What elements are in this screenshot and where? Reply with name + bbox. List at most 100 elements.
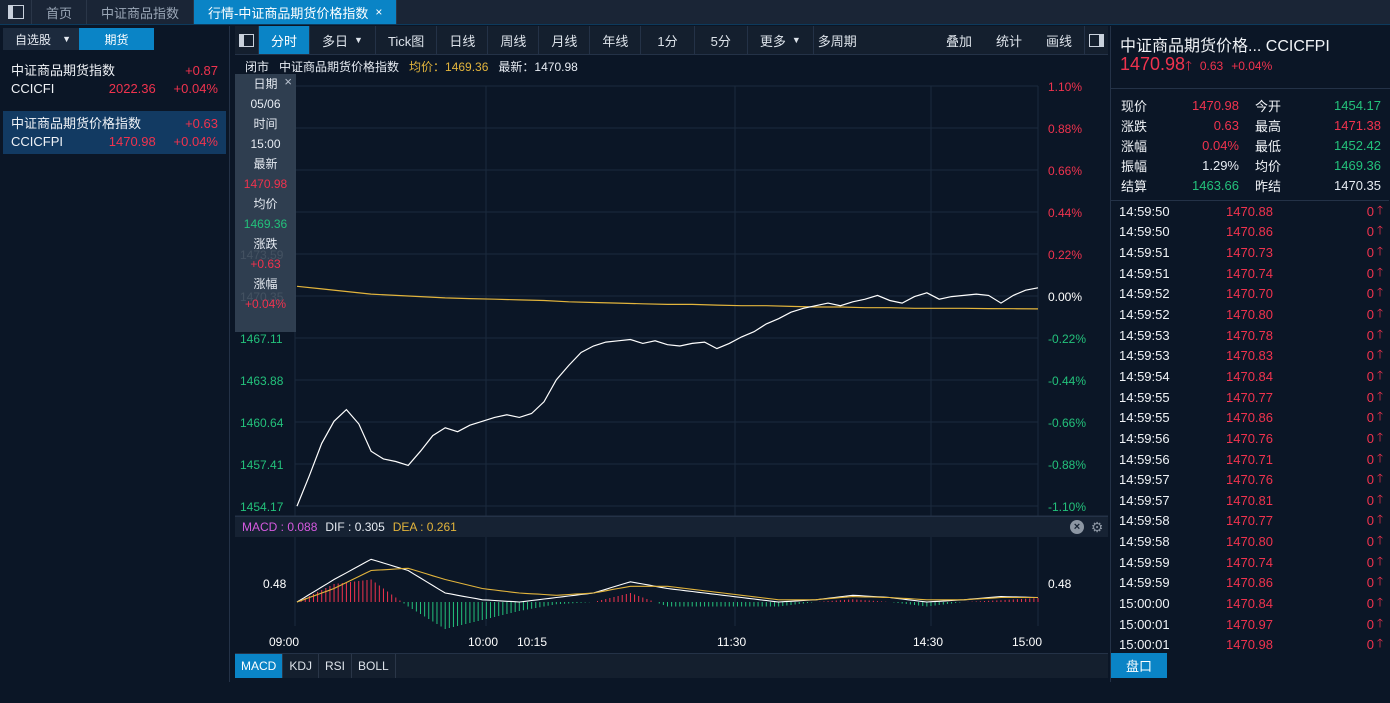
list-item-selected[interactable]: 中证商品期货价格指数 +0.63 CCICFPI 1470.98 +0.04% [3, 111, 226, 154]
y-axis-tick-right: 0.66% [1048, 164, 1082, 178]
tick-row: 14:59:55 1470.86 0 🡑 [1111, 407, 1389, 428]
x-axis-tick: 09:00 [269, 635, 299, 649]
tab-active-quote[interactable]: 行情-中证商品期货价格指数 × [194, 0, 398, 24]
draw-line-button[interactable]: 画线 [1045, 33, 1072, 49]
stat-row: 涨跌 0.63 最高 1471.38 [1111, 115, 1390, 135]
macd-controls: × ⚙ [1070, 518, 1104, 535]
tick-row: 14:59:57 1470.81 0 🡑 [1111, 490, 1389, 511]
tick-time: 14:59:51 [1119, 245, 1170, 261]
tick-volume: 0 [1366, 492, 1374, 508]
item-pct: +0.04% [173, 81, 218, 96]
arrow-up-icon: 🡑 [1376, 471, 1384, 486]
tick-time: 14:59:52 [1119, 307, 1170, 323]
item-price: 2022.36 [108, 81, 156, 96]
order-book-button[interactable]: 盘口 [1111, 653, 1167, 678]
y-axis-tick-right: 1.10% [1048, 80, 1082, 94]
avg-price-line [296, 285, 1039, 310]
tab-yearly[interactable]: 年线 [590, 26, 642, 54]
tab-multi-day[interactable]: 多日 ▼ [310, 26, 376, 54]
tab-intraday[interactable]: 分时 [259, 26, 311, 54]
gear-icon[interactable]: ⚙ [1090, 518, 1104, 535]
close-icon[interactable]: × [284, 74, 292, 89]
arrow-up-icon: 🡑 [1376, 595, 1384, 609]
x-axis-tick: 10:00 [468, 635, 498, 649]
tab-kdj[interactable]: KDJ [283, 654, 320, 678]
watchlist-dropdown[interactable]: 自选股 ▼ [3, 28, 79, 50]
tick-price: 1470.98 [1226, 637, 1273, 653]
stat-value: 1.29% [1202, 157, 1239, 173]
tooltip-date: 05/06 [250, 97, 281, 111]
watchlist-label: 自选股 [15, 32, 52, 47]
tick-volume: 0 [1366, 513, 1374, 529]
y-axis-tick-left: 1460.64 [240, 416, 284, 430]
arrow-up-icon: 🡑 [1376, 388, 1384, 403]
tick-time: 14:59:51 [1119, 265, 1170, 281]
y-axis-tick-right: -0.22% [1048, 332, 1086, 346]
item-code: CCICFPI [11, 134, 63, 149]
tick-time: 14:59:50 [1119, 203, 1170, 219]
tab-multi-period[interactable]: 多周期 [817, 33, 857, 49]
close-icon[interactable]: × [1070, 520, 1084, 534]
quote-price: 1470.98🡑 [1120, 54, 1192, 79]
tick-row: 15:00:01 1470.97 0 🡑 [1111, 614, 1389, 635]
macd-header: MACD : 0.088 DIF : 0.305 DEA : 0.261 × ⚙ [235, 516, 1108, 537]
tab-active-label: 行情-中证商品期货价格指数 [208, 5, 369, 21]
tooltip-chg: +0.63 [250, 257, 281, 271]
item-name: 中证商品期货价格指数 [11, 116, 142, 131]
tab-monthly[interactable]: 月线 [539, 26, 591, 54]
stat-label: 昨结 [1255, 178, 1282, 194]
item-price: 1470.98 [108, 134, 156, 149]
arrow-up-icon: 🡑 [1376, 347, 1384, 362]
tab-weekly[interactable]: 周线 [488, 26, 540, 54]
macd-value: MACD : 0.088 [242, 520, 318, 534]
quote-price-value: 1470.98 [1120, 54, 1186, 74]
tab-1min[interactable]: 1分 [641, 26, 695, 54]
tick-volume: 0 [1366, 307, 1374, 323]
overlay-button[interactable]: 叠加 [945, 33, 972, 49]
tab-macd[interactable]: MACD [235, 654, 284, 678]
tab-commodity-index[interactable]: 中证商品指数 [87, 0, 195, 24]
layout-toggle-button[interactable] [0, 0, 32, 24]
list-item[interactable]: 中证商品期货指数 +0.87 CCICFI 2022.36 +0.04% [3, 58, 226, 101]
tick-price: 1470.74 [1226, 554, 1273, 570]
tick-list[interactable]: 14:59:50 1470.88 0 🡑 14:59:50 1470.86 0 🡑 14:59:… [1111, 200, 1389, 655]
quote-panel-toggle[interactable] [1084, 26, 1108, 54]
arrow-up-icon: 🡑 [1376, 326, 1384, 341]
y-axis-tick-right: 0.88% [1048, 122, 1082, 136]
tab-more[interactable]: 更多 ▼ [748, 26, 814, 54]
caret-down-icon: ▼ [354, 35, 363, 45]
y-axis-tick-right: 0.44% [1048, 206, 1082, 220]
tick-volume: 0 [1366, 430, 1374, 446]
tick-volume: 0 [1366, 595, 1374, 611]
stats-button[interactable]: 统计 [995, 33, 1022, 49]
tick-price: 1470.86 [1226, 410, 1273, 426]
tick-row: 14:59:51 1470.73 0 🡑 [1111, 242, 1389, 263]
tab-boll[interactable]: BOLL [352, 654, 396, 678]
tick-row: 14:59:52 1470.70 0 🡑 [1111, 284, 1389, 305]
tick-volume: 0 [1366, 224, 1374, 240]
stat-label: 结算 [1121, 178, 1148, 194]
tick-price: 1470.84 [1226, 368, 1273, 384]
stat-value: 0.04% [1202, 137, 1239, 153]
tick-time: 14:59:52 [1119, 286, 1170, 302]
close-icon[interactable]: × [375, 5, 383, 19]
quote-price-row: 1470.98🡑 0.63 +0.04% [1111, 54, 1390, 80]
intraday-chart[interactable]: 1473.591470.351467.111463.881460.641457.… [235, 76, 1108, 703]
quote-title: 中证商品期货价格... CCICFPI [1120, 38, 1330, 55]
tick-price: 1470.77 [1226, 389, 1273, 405]
toolbar-spacer [861, 26, 934, 54]
tick-row: 14:59:51 1470.74 0 🡑 [1111, 263, 1389, 284]
y-axis-tick-right: -0.44% [1048, 374, 1086, 388]
tab-5min[interactable]: 5分 [695, 26, 748, 54]
tooltip-last: 1470.98 [243, 177, 288, 191]
futures-tab[interactable]: 期货 [79, 28, 154, 50]
arrow-up-icon: 🡑 [1376, 574, 1384, 589]
tick-row: 14:59:59 1470.74 0 🡑 [1111, 552, 1389, 573]
sidebar-toggle-button[interactable] [235, 26, 259, 54]
tooltip-date-label: 日期 [253, 77, 278, 91]
tab-daily[interactable]: 日线 [437, 26, 489, 54]
tab-home[interactable]: 首页 [32, 0, 88, 24]
tab-tick[interactable]: Tick图 [376, 26, 438, 54]
tab-rsi[interactable]: RSI [319, 654, 353, 678]
tick-volume: 0 [1366, 368, 1374, 384]
